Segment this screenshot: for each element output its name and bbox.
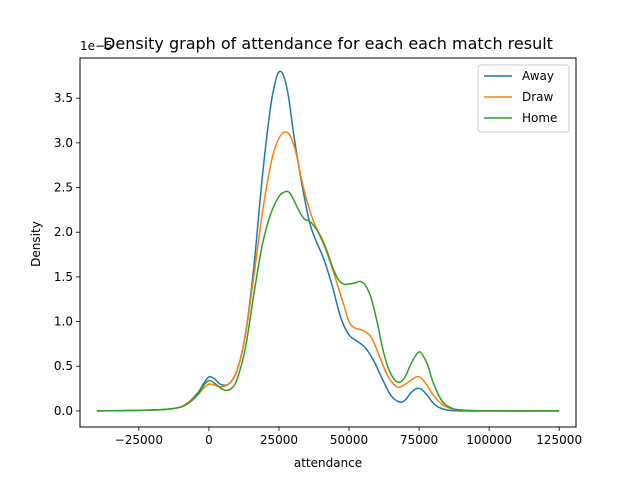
legend-label-home: Home [522,111,557,125]
legend: Away Draw Home [477,64,570,133]
plot-frame [79,57,577,428]
y-tick-label: 0.5 [54,359,73,373]
x-tick-label: −25000 [115,433,163,447]
x-tick-label: 25000 [260,433,298,447]
y-tick-label: 0.0 [54,404,73,418]
x-tick-label: 75000 [400,433,438,447]
y-ticks: 0.0 0.5 1.0 1.5 2.0 2.5 3.0 3.5 [54,91,80,418]
y-tick-label: 1.5 [54,270,73,284]
y-tick-label: 2.0 [54,225,73,239]
y-tick-label: 3.5 [54,91,73,105]
legend-items: Away Draw Home [484,69,557,125]
y-tick-label: 3.0 [54,136,73,150]
series-layer [96,70,560,412]
x-tick-label: 50000 [330,433,368,447]
chart-title: Density graph of attendance for each eac… [103,34,553,53]
x-tick-label: 100000 [466,433,512,447]
y-axis-label: Density [29,221,43,267]
y-offset-label: 1e−5 [80,39,113,53]
x-axis-label: attendance [294,456,362,470]
x-tick-label: 0 [205,433,213,447]
x-ticks: −25000 0 25000 50000 75000 100000 125000 [115,427,582,447]
legend-label-away: Away [522,69,554,83]
legend-box [477,64,570,133]
y-tick-label: 1.0 [54,315,73,329]
series-line-away [96,70,560,412]
legend-label-draw: Draw [522,90,554,104]
x-tick-label: 125000 [536,433,582,447]
y-tick-label: 2.5 [54,181,73,195]
series-line-home [96,190,560,412]
